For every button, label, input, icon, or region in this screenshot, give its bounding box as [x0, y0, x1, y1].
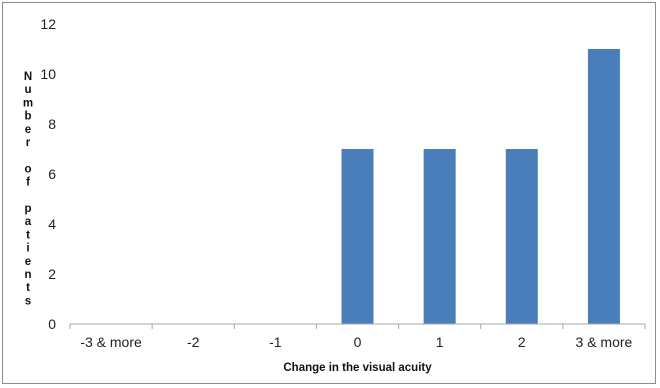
y-axis-title-char: s: [25, 295, 31, 307]
x-tick-label: 0: [354, 334, 362, 350]
x-tick-label: -1: [269, 334, 282, 350]
y-axis-title-char: e: [25, 124, 31, 136]
x-axis-ticks: -3 & more -2 -1 0 1 2 3 & more: [69, 324, 646, 350]
y-axis-title-char: n: [24, 269, 31, 281]
y-axis-title-char: a: [25, 216, 32, 228]
y-tick-label: 8: [48, 116, 56, 132]
y-tick-label: 4: [48, 216, 56, 232]
bar: [423, 149, 456, 324]
chart-frame: [2, 2, 656, 384]
bar: [341, 149, 374, 324]
bar: [505, 149, 538, 324]
y-tick-label: 10: [40, 66, 56, 82]
y-axis-title-char: b: [24, 111, 31, 123]
y-axis-title-char: t: [26, 282, 30, 294]
x-tick-label: 1: [436, 334, 444, 350]
y-axis-title-char: i: [26, 243, 29, 255]
y-axis-title-char: o: [24, 163, 31, 175]
y-tick-label: 0: [48, 316, 56, 332]
y-axis-title-char: p: [24, 203, 31, 215]
y-axis-title-char: t: [26, 229, 30, 241]
y-axis-title-char: m: [23, 97, 33, 109]
x-tick-label: 3 & more: [576, 334, 633, 350]
y-axis-ticks: 0 2 4 6 8 10 12: [40, 16, 56, 332]
y-tick-label: 6: [48, 166, 56, 182]
y-axis-title-char: r: [26, 137, 31, 149]
x-tick-label: 2: [518, 334, 526, 350]
bar: [587, 49, 620, 324]
bars-group: [341, 49, 620, 324]
x-tick-label: -2: [187, 334, 200, 350]
x-axis-title: Change in the visual acuity: [283, 362, 432, 374]
y-tick-label: 2: [48, 266, 56, 282]
y-axis-title-char: f: [26, 177, 30, 189]
x-tick-label: -3 & more: [80, 334, 142, 350]
y-tick-label: 12: [40, 16, 56, 32]
y-axis-title-char: e: [25, 256, 31, 268]
y-axis-title-char: u: [24, 84, 31, 96]
y-axis-title-char: N: [24, 71, 32, 83]
